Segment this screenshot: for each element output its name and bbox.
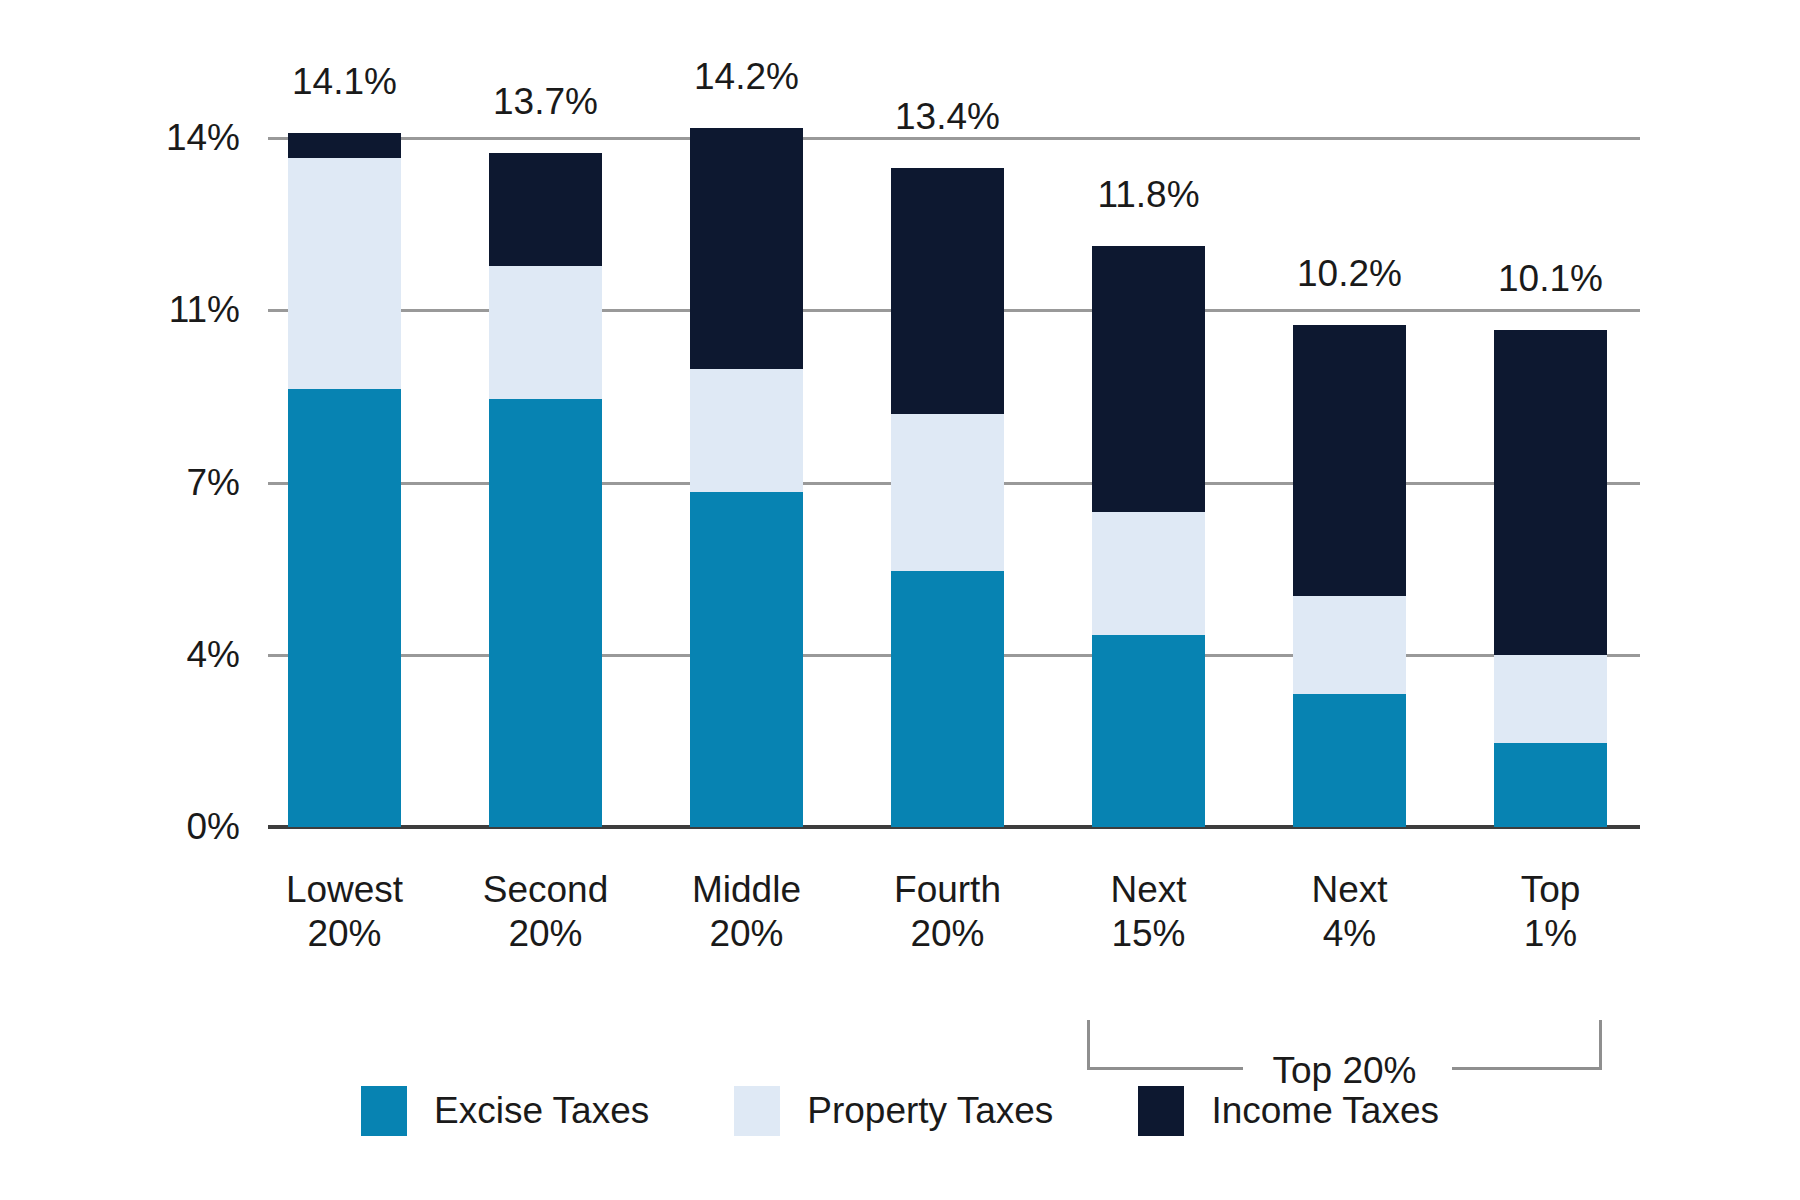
- segment-income-taxes-top-1-: [1494, 330, 1607, 655]
- plot-layer: 4%7%11%14%0%14.1%Lowest20%13.7%Second20%…: [0, 0, 1800, 1200]
- segment-property-taxes-next-15-: [1092, 512, 1205, 635]
- total-label-top-1-: 10.1%: [1441, 258, 1661, 300]
- category-label-line: 20%: [838, 912, 1058, 956]
- legend-swatch-excise-taxes: [361, 1086, 407, 1136]
- y-axis-label-11-: 11%: [60, 289, 240, 331]
- category-label-next-4-: Next4%: [1240, 868, 1460, 956]
- segment-excise-taxes-fourth-20-: [891, 571, 1004, 827]
- category-label-second-20-: Second20%: [436, 868, 656, 956]
- category-label-line: Fourth: [838, 868, 1058, 912]
- category-label-next-15-: Next15%: [1039, 868, 1259, 956]
- segment-income-taxes-middle-20-: [690, 128, 803, 369]
- legend-item-excise-taxes: Excise Taxes: [361, 1086, 649, 1136]
- legend: Excise Taxes Property Taxes Income Taxes: [0, 1086, 1800, 1136]
- segment-excise-taxes-next-4-: [1293, 694, 1406, 827]
- total-label-second-20-: 13.7%: [436, 81, 656, 123]
- total-label-middle-20-: 14.2%: [637, 56, 857, 98]
- y-axis-label-7-: 7%: [60, 462, 240, 504]
- legend-label-property-taxes: Property Taxes: [807, 1090, 1053, 1132]
- category-label-line: Top: [1441, 868, 1661, 912]
- category-label-line: 20%: [436, 912, 656, 956]
- category-label-line: 1%: [1441, 912, 1661, 956]
- total-label-fourth-20-: 13.4%: [838, 96, 1058, 138]
- legend-label-income-taxes: Income Taxes: [1211, 1090, 1439, 1132]
- legend-swatch-income-taxes: [1138, 1086, 1184, 1136]
- legend-label-excise-taxes: Excise Taxes: [434, 1090, 649, 1132]
- chart-canvas: 4%7%11%14%0%14.1%Lowest20%13.7%Second20%…: [0, 0, 1800, 1200]
- segment-income-taxes-fourth-20-: [891, 168, 1004, 414]
- category-label-line: 20%: [637, 912, 857, 956]
- segment-excise-taxes-top-1-: [1494, 743, 1607, 827]
- segment-income-taxes-lowest-20-: [288, 133, 401, 158]
- category-label-top-1-: Top1%: [1441, 868, 1661, 956]
- segment-excise-taxes-next-15-: [1092, 635, 1205, 827]
- segment-income-taxes-second-20-: [489, 153, 602, 266]
- category-label-line: 4%: [1240, 912, 1460, 956]
- segment-excise-taxes-second-20-: [489, 399, 602, 827]
- segment-property-taxes-top-1-: [1494, 655, 1607, 743]
- segment-property-taxes-next-4-: [1293, 596, 1406, 694]
- category-label-line: 20%: [235, 912, 455, 956]
- category-label-line: Next: [1039, 868, 1259, 912]
- category-label-middle-20-: Middle20%: [637, 868, 857, 956]
- category-label-line: Next: [1240, 868, 1460, 912]
- category-label-line: Second: [436, 868, 656, 912]
- segment-income-taxes-next-4-: [1293, 325, 1406, 596]
- category-label-fourth-20-: Fourth20%: [838, 868, 1058, 956]
- segment-property-taxes-middle-20-: [690, 369, 803, 492]
- legend-swatch-property-taxes: [734, 1086, 780, 1136]
- segment-excise-taxes-lowest-20-: [288, 389, 401, 827]
- segment-property-taxes-fourth-20-: [891, 414, 1004, 571]
- segment-income-taxes-next-15-: [1092, 246, 1205, 512]
- legend-item-income-taxes: Income Taxes: [1138, 1086, 1439, 1136]
- category-label-line: Middle: [637, 868, 857, 912]
- segment-property-taxes-second-20-: [489, 266, 602, 399]
- y-axis-label-14-: 14%: [60, 117, 240, 159]
- total-label-next-4-: 10.2%: [1240, 253, 1460, 295]
- category-label-line: Lowest: [235, 868, 455, 912]
- segment-property-taxes-lowest-20-: [288, 158, 401, 389]
- y-axis-label-4-: 4%: [60, 634, 240, 676]
- legend-item-property-taxes: Property Taxes: [734, 1086, 1053, 1136]
- y-axis-label-0: 0%: [60, 806, 240, 848]
- segment-excise-taxes-middle-20-: [690, 492, 803, 827]
- total-label-next-15-: 11.8%: [1039, 174, 1259, 216]
- category-label-line: 15%: [1039, 912, 1259, 956]
- total-label-lowest-20-: 14.1%: [235, 61, 455, 103]
- category-label-lowest-20-: Lowest20%: [235, 868, 455, 956]
